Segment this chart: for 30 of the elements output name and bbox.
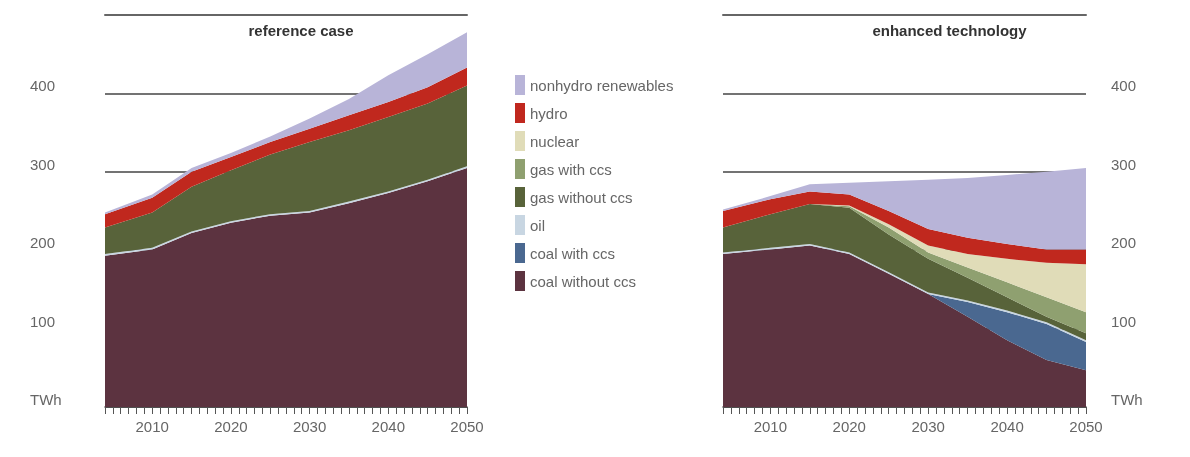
legend-label: coal with ccs (530, 244, 616, 262)
y-tick-label: 100 (30, 312, 56, 330)
x-tick-label: 2040 (990, 418, 1024, 435)
y-tick-label: 400 (30, 77, 56, 95)
chart-title: enhanced technology (872, 22, 1028, 39)
legend-label: hydro (530, 104, 568, 122)
y-tick-label: 200 (1111, 234, 1137, 252)
legend-label: nuclear (530, 132, 580, 150)
legend-label: coal without ccs (530, 272, 636, 290)
x-tick-label: 2020 (214, 418, 248, 435)
y-tick-label: TWh (1111, 391, 1143, 408)
y-tick-label: 300 (30, 155, 56, 173)
y-tick-label: 100 (1111, 312, 1137, 330)
y-tick-label: 200 (30, 234, 56, 252)
legend-label: oil (530, 216, 546, 234)
legend-label: nonhydro renewables (530, 76, 674, 94)
x-tick-label: 2010 (753, 418, 788, 435)
x-tick-label: 2030 (911, 418, 945, 435)
x-tick-label: 2010 (135, 418, 169, 435)
x-tick-label: 2020 (832, 418, 866, 435)
chart-title: reference case (248, 22, 354, 39)
y-tick-label: 300 (1111, 155, 1137, 173)
y-tick-label: 400 (1111, 77, 1137, 95)
legend-label: gas with ccs (530, 160, 612, 178)
y-tick-label: TWh (30, 391, 62, 408)
x-tick-label: 2040 (371, 418, 405, 435)
x-tick-label: 2050 (450, 418, 484, 435)
legend-label: gas without ccs (530, 188, 633, 206)
x-tick-label: 2030 (292, 418, 327, 435)
x-tick-label: 2050 (1069, 418, 1103, 435)
